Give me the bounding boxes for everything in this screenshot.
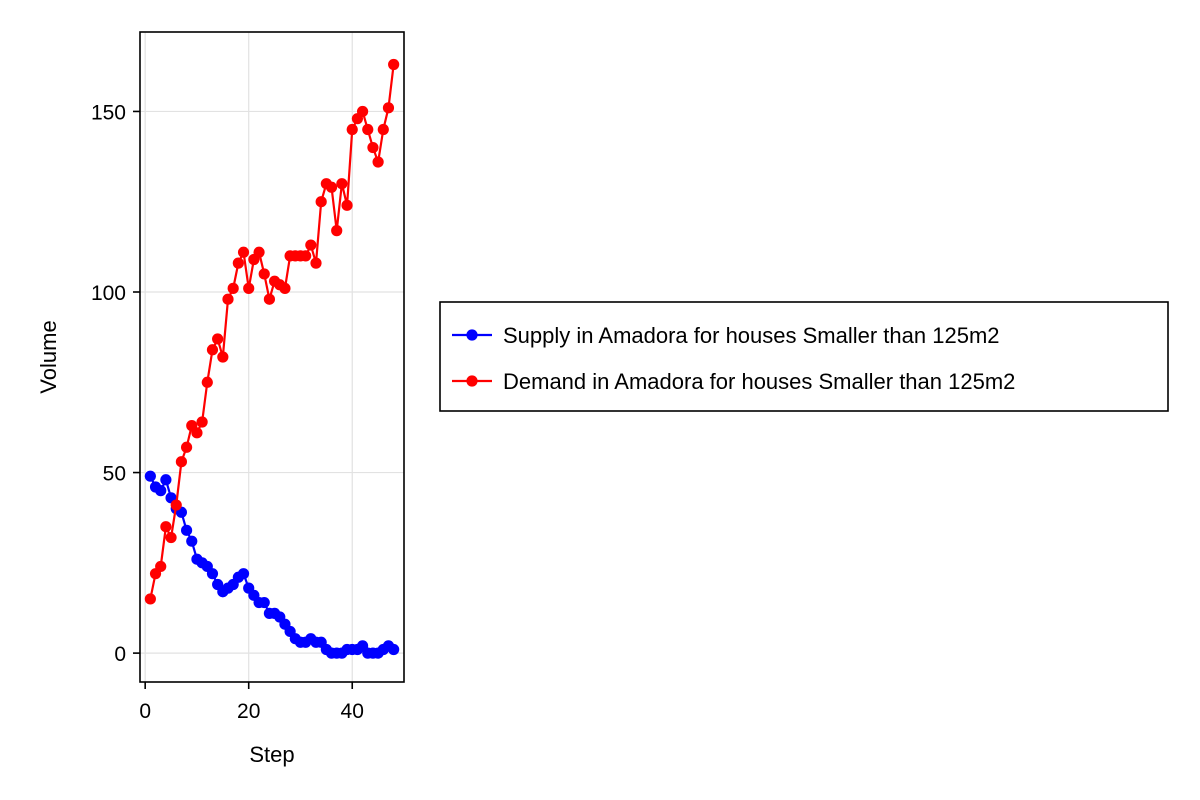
- legend-marker: [466, 375, 478, 387]
- x-tick-label: 0: [139, 700, 151, 723]
- data-point: [325, 181, 338, 193]
- data-point: [315, 196, 327, 208]
- legend-label: Supply in Amadora for houses Smaller tha…: [503, 323, 1000, 348]
- y-tick-label: 50: [103, 463, 126, 486]
- data-point: [253, 246, 265, 258]
- data-point: [310, 257, 322, 269]
- series-line: [149, 475, 395, 655]
- legend-item: Demand in Amadora for houses Smaller tha…: [452, 369, 1015, 394]
- data-point: [346, 123, 358, 136]
- data-point: [201, 376, 213, 388]
- data-point: [144, 593, 156, 605]
- data-point: [175, 456, 188, 468]
- x-tick-label: 20: [237, 700, 260, 723]
- data-point: [388, 58, 400, 71]
- data-point: [237, 568, 250, 580]
- series-line: [149, 64, 395, 600]
- data-point: [341, 199, 353, 211]
- data-point: [258, 268, 270, 280]
- data-point: [362, 123, 374, 136]
- legend-box: [439, 301, 1169, 412]
- legend-marker: [466, 329, 478, 341]
- legend-label: Demand in Amadora for houses Smaller tha…: [503, 369, 1015, 394]
- data-point: [331, 225, 343, 237]
- data-point: [232, 257, 244, 269]
- plot-frame: [139, 31, 405, 683]
- series-supply: [144, 470, 400, 659]
- data-point: [305, 239, 317, 251]
- x-tick-label: 40: [341, 700, 364, 723]
- series-layer: [144, 58, 400, 659]
- data-point: [217, 351, 229, 363]
- data-point: [258, 596, 270, 609]
- data-point: [336, 178, 348, 190]
- data-point: [227, 282, 239, 294]
- data-point: [372, 156, 384, 168]
- data-point: [155, 485, 167, 497]
- data-point: [196, 416, 208, 428]
- data-point: [160, 474, 172, 486]
- y-tick-label: 150: [91, 101, 126, 124]
- data-point: [160, 521, 172, 533]
- y-tick-label: 0: [114, 643, 126, 666]
- data-point: [237, 246, 250, 258]
- data-point: [180, 441, 193, 453]
- data-point: [155, 560, 167, 573]
- data-point: [186, 535, 198, 547]
- legend: Supply in Amadora for houses Smaller tha…: [439, 301, 1169, 412]
- data-point: [222, 293, 234, 305]
- data-point: [388, 643, 400, 656]
- series-demand: [144, 58, 400, 605]
- y-tick-label: 100: [91, 282, 126, 305]
- data-point: [206, 344, 219, 356]
- data-point: [367, 141, 379, 154]
- data-point: [180, 524, 193, 536]
- data-point: [170, 499, 182, 511]
- data-point: [279, 282, 291, 294]
- y-axis-title: Volume: [36, 320, 61, 393]
- data-point: [377, 123, 389, 136]
- data-point: [243, 282, 255, 294]
- data-point: [356, 105, 369, 118]
- axis-ticks: 0 20 40 0 50 100 150: [91, 101, 364, 723]
- legend-item: Supply in Amadora for houses Smaller tha…: [452, 323, 1000, 348]
- data-point: [300, 250, 312, 262]
- data-point: [206, 568, 219, 580]
- data-point: [165, 531, 177, 544]
- data-point: [144, 470, 156, 482]
- x-axis-title: Step: [249, 742, 294, 767]
- data-point: [212, 333, 224, 345]
- data-point: [191, 427, 203, 439]
- data-point: [263, 293, 276, 305]
- data-point: [382, 102, 395, 114]
